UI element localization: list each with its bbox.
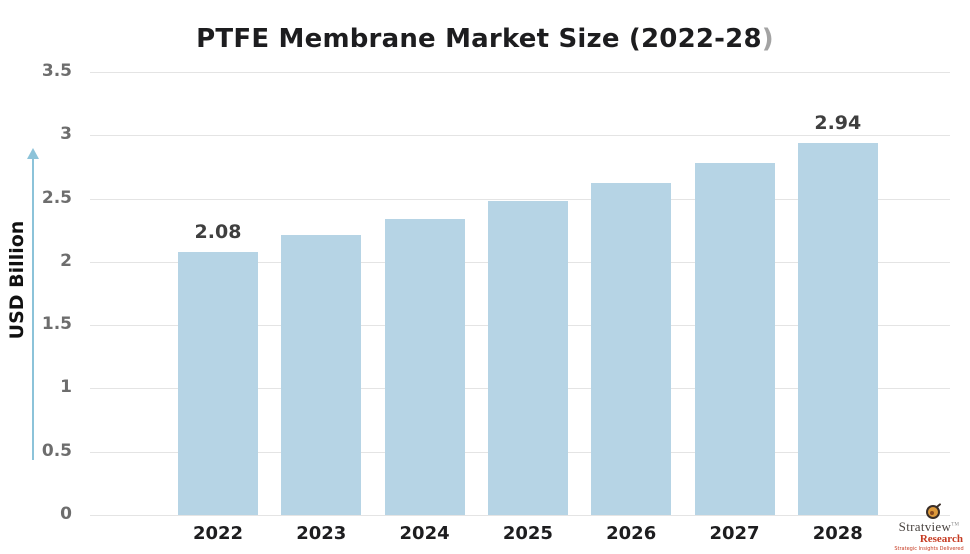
y-tick-label: 0 [60,504,72,524]
x-tick-label: 2024 [399,523,450,544]
arrow-up-icon [27,148,39,159]
gridline [90,198,950,200]
logo-tagline: Strategic Insights Delivered [894,546,964,552]
x-tick-label: 2028 [812,523,863,544]
x-tick-label: 2022 [192,523,244,544]
bar [281,235,362,515]
logo-brand: StratviewTM [898,519,960,534]
y-tick-label: 1 [60,377,72,398]
x-tick-label: 2027 [709,523,760,544]
bar-value-label: 2.08 [194,220,242,243]
arrow-shaft [32,158,34,460]
y-tick-label: 1.5 [41,314,72,335]
gridline [90,135,950,137]
trademark-symbol: TM [951,522,960,528]
bar [797,142,878,515]
bar [487,201,568,515]
chart-title: PTFE Membrane Market Size (2022-28) [0,24,970,54]
y-axis-arrow [27,148,39,460]
y-tick-label: 3.5 [41,61,72,81]
bar [384,218,465,515]
chart-title-text: PTFE Membrane Market Size (2022-28 [196,24,762,54]
chart-title-paren: ) [761,24,774,54]
x-tick-label: 2026 [606,523,657,544]
x-tick-label: 2025 [502,523,553,544]
logo-sub-brand: Research [919,533,963,545]
y-tick-label: 0.5 [41,440,72,461]
bar [694,163,775,515]
stratview-research-logo: StratviewTM Research Strategic Insights … [891,502,967,552]
magnifier-icon [925,502,941,519]
y-tick-label: 2 [60,250,72,271]
x-tick-label: 2023 [296,523,347,544]
gridline [90,72,950,73]
gridline [90,515,950,516]
bar [591,183,672,515]
y-tick-label: 2.5 [41,187,72,208]
bar-value-label: 2.94 [814,111,862,134]
bar [178,251,258,515]
y-tick-label: 3 [60,124,72,145]
